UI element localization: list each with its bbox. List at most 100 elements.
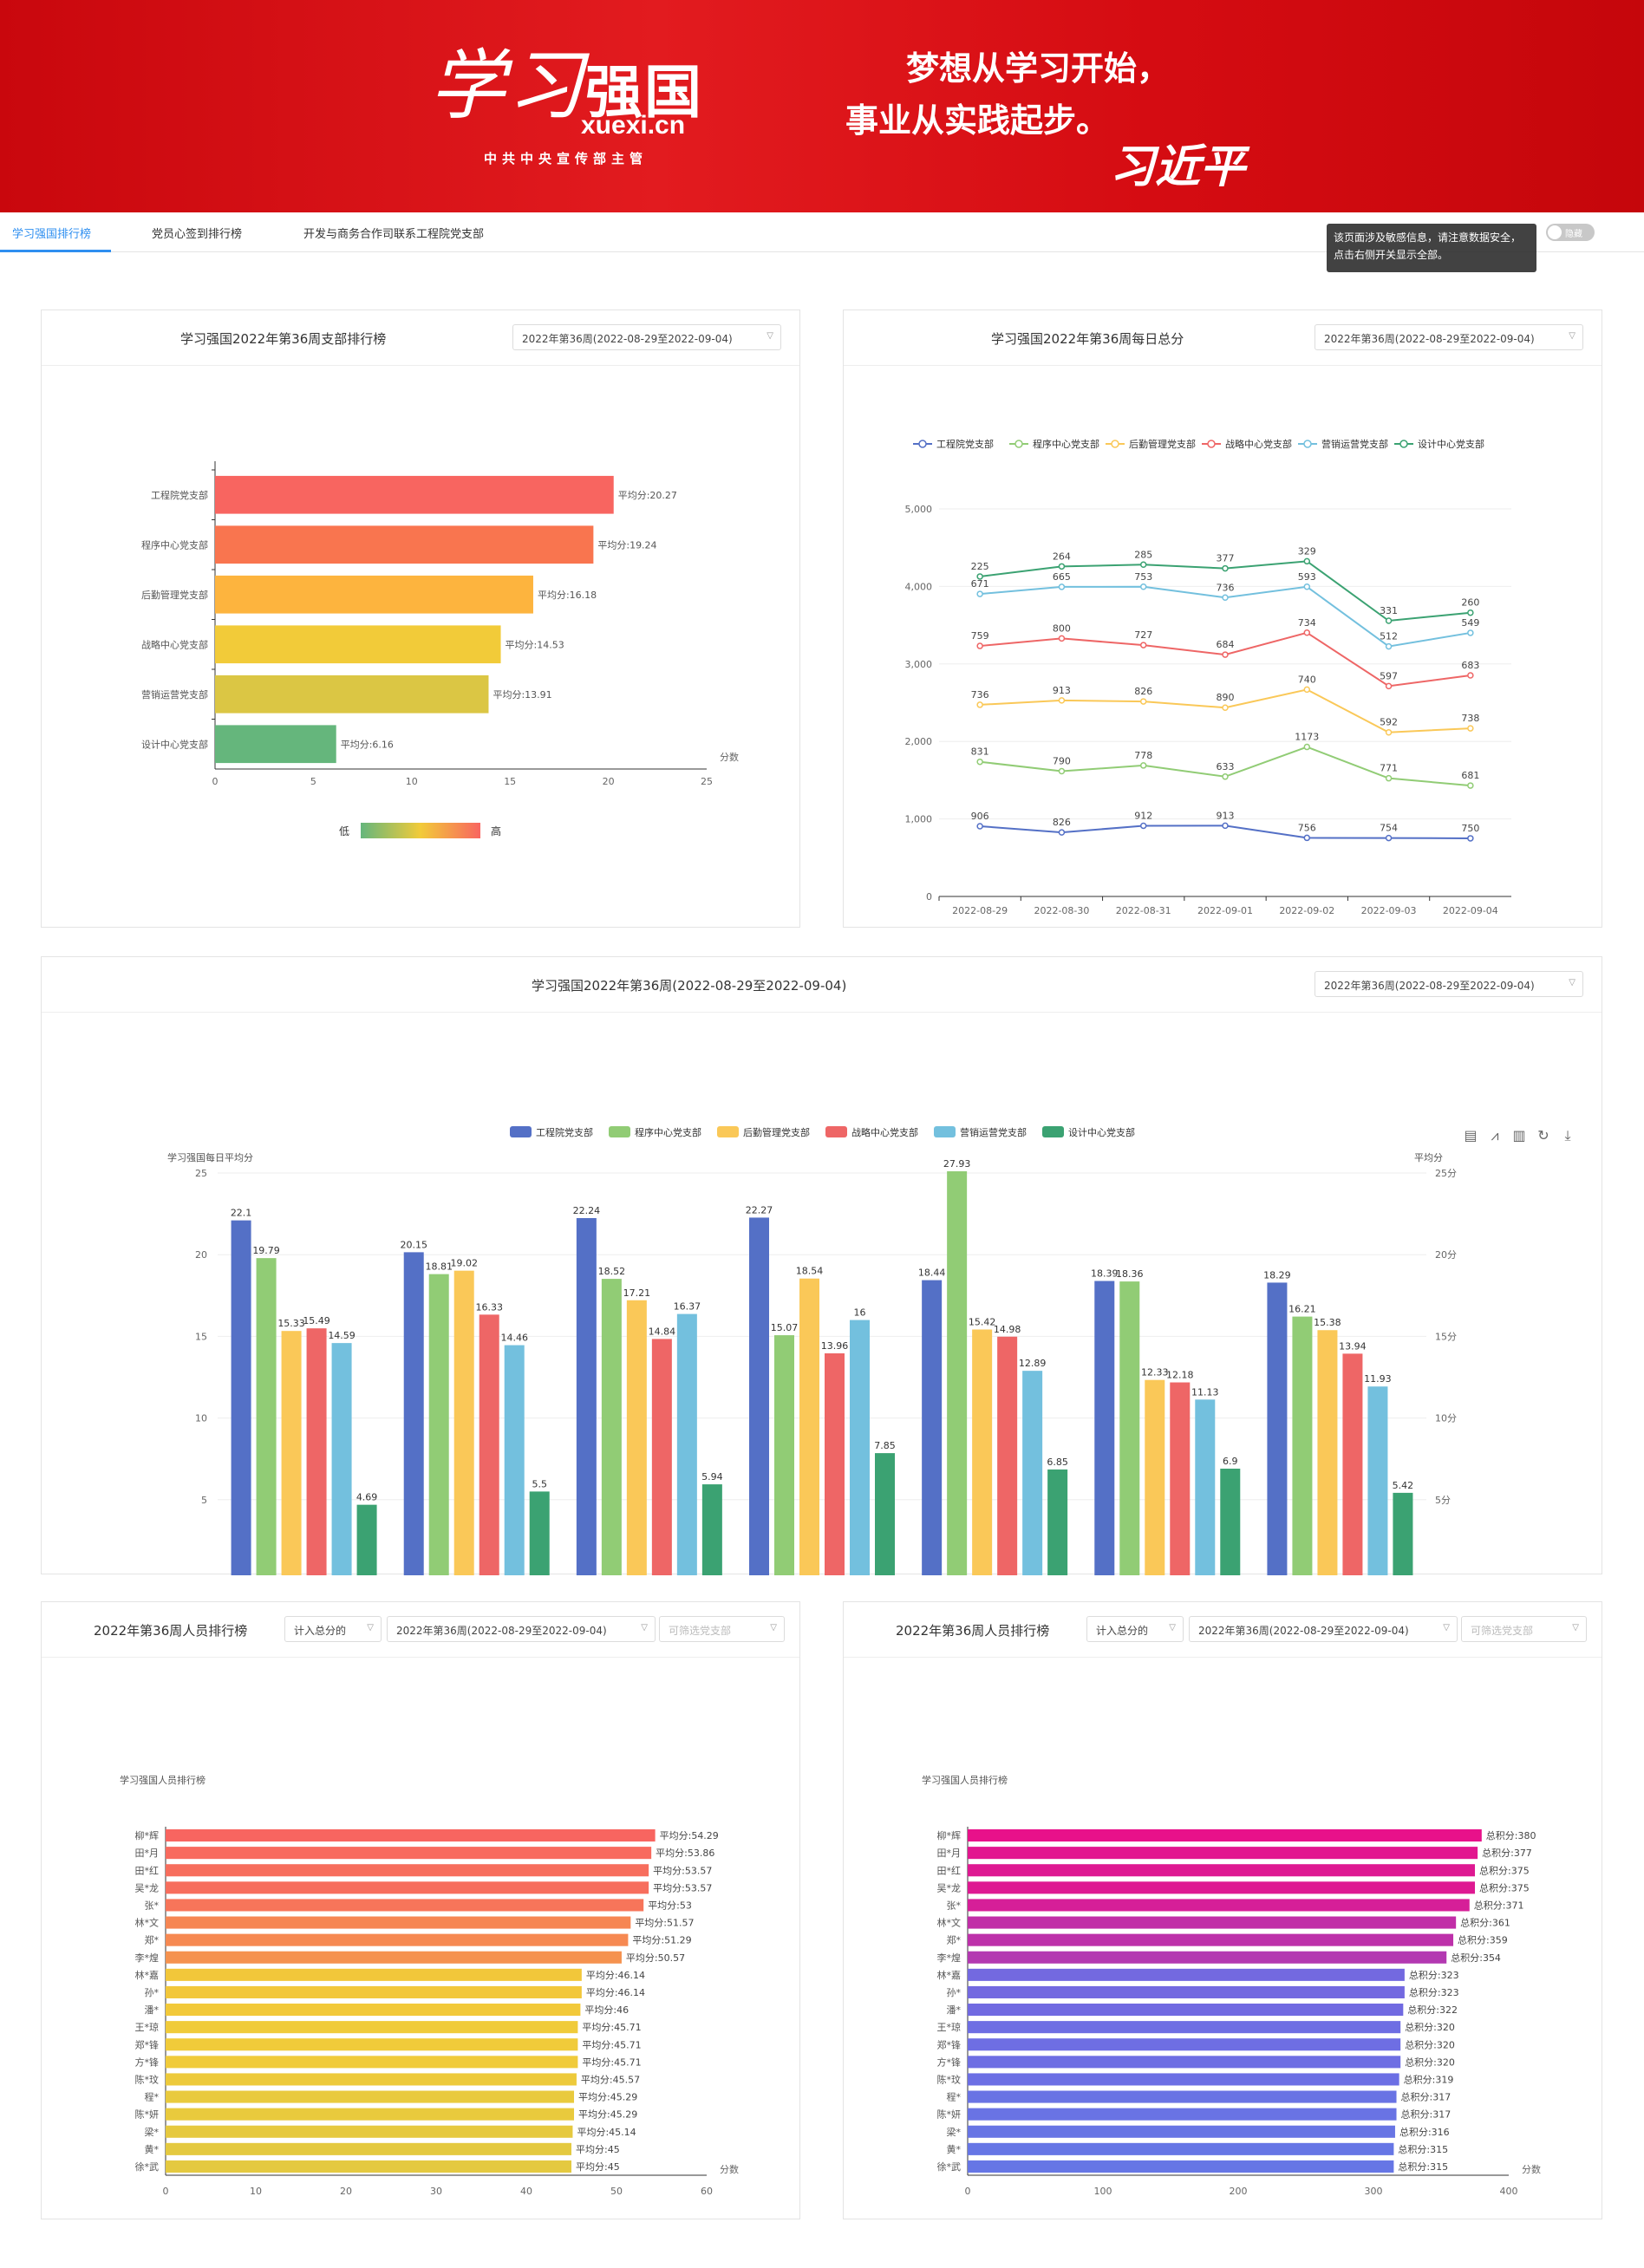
- legend-label: 营销运营党支部: [1321, 438, 1388, 450]
- bar-data-label: 总积分:315: [1398, 2143, 1448, 2155]
- bar: [968, 1829, 1482, 1842]
- mode-select[interactable]: 计入总分的 ▽: [1086, 1616, 1184, 1642]
- y-tick-label: 方*锋: [135, 2056, 160, 2068]
- week-select-value: 2022年第36周(2022-08-29至2022-09-04): [396, 1625, 607, 1637]
- bar: [774, 1335, 794, 1575]
- y-tick-label: 程*: [947, 2092, 962, 2103]
- bar-data-label: 16: [854, 1307, 866, 1319]
- bar-data-label: 平均分:46.14: [586, 1987, 645, 1998]
- data-label: 771: [1380, 763, 1398, 774]
- chevron-down-icon: ▽: [641, 1623, 648, 1633]
- y-tick-label: 4,000: [905, 581, 933, 592]
- bar: [1094, 1281, 1115, 1575]
- y-tick-label: 王*琼: [937, 2021, 962, 2033]
- save-image-icon: ⤓: [1564, 1127, 1570, 1144]
- data-point: [1467, 629, 1474, 636]
- y-tick-label: 李*煌: [135, 1952, 160, 1964]
- legend-swatch: [609, 1126, 630, 1137]
- bar-data-label: 14.46: [500, 1333, 528, 1344]
- data-label: 913: [1217, 810, 1235, 821]
- legend-marker: [1303, 440, 1312, 448]
- bar: [166, 1985, 582, 1998]
- bar-data-label: 12.18: [1166, 1370, 1194, 1381]
- bar-data-label: 27.93: [943, 1158, 971, 1170]
- person-total-card: 2022年第36周人员排行榜 计入总分的 ▽ 2022年第36周(2022-08-…: [843, 1601, 1602, 2219]
- bar-data-label: 平均分:45.14: [577, 2127, 636, 2138]
- y-tick-label: 林*嘉: [937, 1969, 962, 1981]
- y-right-tick-label: 20分: [1435, 1249, 1457, 1261]
- bar: [997, 1336, 1018, 1575]
- bar-data-label: 4.69: [356, 1492, 378, 1503]
- chart-title: 学习强国人员排行榜: [922, 1774, 1008, 1786]
- data-label: 665: [1053, 571, 1071, 583]
- tab-engineering-branch[interactable]: 开发与商务合作司联系工程院党支部: [303, 228, 485, 241]
- bar-data-label: 17.21: [623, 1287, 651, 1299]
- branch-filter-select[interactable]: 可筛选党支部 ▽: [1461, 1616, 1587, 1642]
- y-right-tick-label: 5分: [1435, 1495, 1451, 1506]
- logo-subtitle: 中共中央宣传部主管: [484, 151, 649, 166]
- tab-xuexi-rank[interactable]: 学习强国排行榜: [12, 228, 92, 241]
- bar-data-label: 14.98: [994, 1324, 1021, 1335]
- card-header: 学习强国2022年第36周每日总分 2022年第36周(2022-08-29至2…: [844, 310, 1602, 366]
- bar: [968, 1847, 1478, 1860]
- x-axis-label: 分数: [1522, 2164, 1541, 2175]
- y-tick-label: 2,000: [905, 736, 933, 747]
- week-select[interactable]: 2022年第36周(2022-08-29至2022-09-04) ▽: [387, 1616, 656, 1642]
- y-tick-label: 吴*龙: [937, 1882, 962, 1893]
- data-label: 753: [1134, 571, 1152, 583]
- data-point: [1058, 829, 1066, 836]
- bar-data-label: 18.52: [598, 1266, 626, 1277]
- data-view-icon: ▤: [1464, 1127, 1477, 1144]
- bar: [166, 1847, 652, 1860]
- week-select[interactable]: 2022年第36周(2022-08-29至2022-09-04) ▽: [1315, 971, 1583, 997]
- y-tick-label: 25: [195, 1168, 207, 1179]
- x-tick-label: 2022-09-04: [1443, 905, 1498, 916]
- bar-data-label: 总积分:317: [1401, 2091, 1452, 2103]
- bar: [1145, 1379, 1165, 1575]
- bar: [922, 1280, 943, 1575]
- bar-data-label: 平均分:14.53: [506, 639, 564, 650]
- data-point: [1385, 617, 1393, 624]
- privacy-tooltip: 该页面涉及敏感信息，请注意数据安全，点击右侧开关显示全部。: [1327, 224, 1536, 272]
- y-tick-label: 陈*妍: [135, 2108, 160, 2121]
- bar-data-label: 平均分:45.71: [582, 2022, 641, 2033]
- x-tick-label: 2022-08-29: [952, 905, 1008, 916]
- privacy-toggle[interactable]: 隐藏: [1546, 224, 1595, 241]
- card-title: 2022年第36周人员排行榜: [896, 1623, 1050, 1639]
- branch-filter-select[interactable]: 可筛选党支部 ▽: [659, 1616, 785, 1642]
- bar: [1119, 1281, 1140, 1575]
- x-tick-label: 0: [163, 2186, 169, 2197]
- week-select[interactable]: 2022年第36周(2022-08-29至2022-09-04) ▽: [512, 324, 781, 350]
- week-select-value: 2022年第36周(2022-08-29至2022-09-04): [1324, 333, 1535, 345]
- week-select[interactable]: 2022年第36周(2022-08-29至2022-09-04) ▽: [1315, 324, 1583, 350]
- bar-data-label: 总积分:320: [1405, 2038, 1455, 2050]
- bar-data-label: 5.94: [701, 1471, 723, 1483]
- bar: [799, 1278, 819, 1575]
- x-tick-label: 20: [603, 776, 615, 787]
- bar: [403, 1252, 424, 1575]
- x-tick-label: 60: [701, 2186, 713, 2197]
- restore-icon: ↻: [1537, 1127, 1549, 1144]
- chevron-down-icon: ▽: [367, 1623, 374, 1633]
- bar-data-label: 6.9: [1223, 1456, 1238, 1467]
- data-point: [1058, 697, 1066, 704]
- bar-data-label: 16.33: [475, 1301, 503, 1313]
- mode-select[interactable]: 计入总分的 ▽: [284, 1616, 382, 1642]
- y-tick-label: 设计中心党支部: [141, 738, 208, 750]
- toggle-knob: [1548, 225, 1562, 239]
- bar: [166, 1829, 656, 1842]
- data-label: 826: [1134, 686, 1152, 697]
- week-select[interactable]: 2022年第36周(2022-08-29至2022-09-04) ▽: [1189, 1616, 1458, 1642]
- tab-checkin-rank[interactable]: 党员心签到排行榜: [152, 228, 243, 241]
- data-label: 756: [1298, 822, 1316, 833]
- y-tick-label: 梁*: [145, 2126, 160, 2138]
- y-tick-label: 黄*: [145, 2143, 160, 2155]
- bar-data-label: 平均分:46.14: [586, 1970, 645, 1981]
- y-tick-label: 田*红: [937, 1865, 962, 1876]
- legend-label: 战略中心党支部: [851, 1126, 918, 1138]
- bar-data-label: 15.49: [303, 1315, 330, 1326]
- data-label: 331: [1380, 605, 1398, 616]
- bar-data-label: 总积分:317: [1401, 2108, 1452, 2121]
- y-tick-label: 黄*: [947, 2143, 962, 2155]
- data-point: [1222, 564, 1229, 572]
